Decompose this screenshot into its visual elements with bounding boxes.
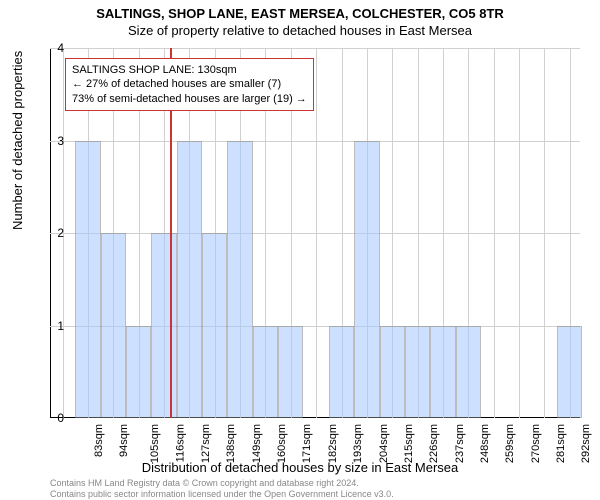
x-tick-label: 127sqm <box>200 424 212 463</box>
x-tick-label: 83sqm <box>93 424 105 457</box>
x-tick-label: 281sqm <box>555 424 567 463</box>
gridline <box>544 48 545 418</box>
histogram-bar <box>126 326 151 419</box>
gridline <box>50 141 580 142</box>
gridline <box>50 233 580 234</box>
annotation-line: 73% of semi-detached houses are larger (… <box>72 92 307 106</box>
x-tick-label: 259sqm <box>504 424 516 463</box>
x-tick-label: 226sqm <box>428 424 440 463</box>
histogram-bar <box>227 141 252 419</box>
histogram-bar <box>329 326 354 419</box>
y-axis-label: Number of detached properties <box>10 51 25 230</box>
histogram-bar <box>380 326 405 419</box>
x-tick-label: 105sqm <box>150 424 162 463</box>
x-tick-label: 237sqm <box>454 424 466 463</box>
histogram-bar <box>456 326 481 419</box>
annotation-line: SALTINGS SHOP LANE: 130sqm <box>72 63 307 77</box>
gridline <box>494 48 495 418</box>
x-tick-label: 149sqm <box>251 424 263 463</box>
histogram-bar <box>177 141 202 419</box>
x-tick-label: 204sqm <box>378 424 390 463</box>
x-tick-label: 292sqm <box>580 424 592 463</box>
y-tick-label: 2 <box>44 226 64 240</box>
histogram-bar <box>75 141 100 419</box>
footer-line-2: Contains public sector information licen… <box>50 489 394 500</box>
histogram-bar <box>253 326 278 419</box>
gridline <box>50 48 580 49</box>
histogram-bar <box>101 233 126 418</box>
x-tick-label: 160sqm <box>276 424 288 463</box>
annotation-line: ← 27% of detached houses are smaller (7) <box>72 77 307 91</box>
gridline <box>316 48 317 418</box>
x-tick-label: 248sqm <box>479 424 491 463</box>
histogram-bar <box>202 233 227 418</box>
x-tick-label: 94sqm <box>118 424 130 457</box>
x-tick-label: 138sqm <box>226 424 238 463</box>
y-tick-label: 0 <box>44 411 64 425</box>
footer-attribution: Contains HM Land Registry data © Crown c… <box>50 478 394 500</box>
y-tick-label: 4 <box>44 41 64 55</box>
histogram-bar <box>557 326 582 419</box>
plot-area: SALTINGS SHOP LANE: 130sqm← 27% of detac… <box>50 48 580 418</box>
x-tick-label: 270sqm <box>530 424 542 463</box>
x-tick-label: 182sqm <box>327 424 339 463</box>
x-tick-label: 193sqm <box>352 424 364 463</box>
annotation-box: SALTINGS SHOP LANE: 130sqm← 27% of detac… <box>65 58 314 111</box>
gridline <box>519 48 520 418</box>
histogram-bar <box>278 326 303 419</box>
x-tick-label: 171sqm <box>302 424 314 463</box>
chart-title: Size of property relative to detached ho… <box>0 21 600 38</box>
histogram-bar <box>430 326 455 419</box>
x-tick-label: 215sqm <box>403 424 415 463</box>
y-tick-label: 3 <box>44 134 64 148</box>
histogram-bar <box>151 233 176 418</box>
histogram-bar <box>405 326 430 419</box>
footer-line-1: Contains HM Land Registry data © Crown c… <box>50 478 394 489</box>
chart-supertitle: SALTINGS, SHOP LANE, EAST MERSEA, COLCHE… <box>0 0 600 21</box>
x-tick-label: 116sqm <box>174 424 186 462</box>
y-tick-label: 1 <box>44 319 64 333</box>
histogram-bar <box>354 141 379 419</box>
